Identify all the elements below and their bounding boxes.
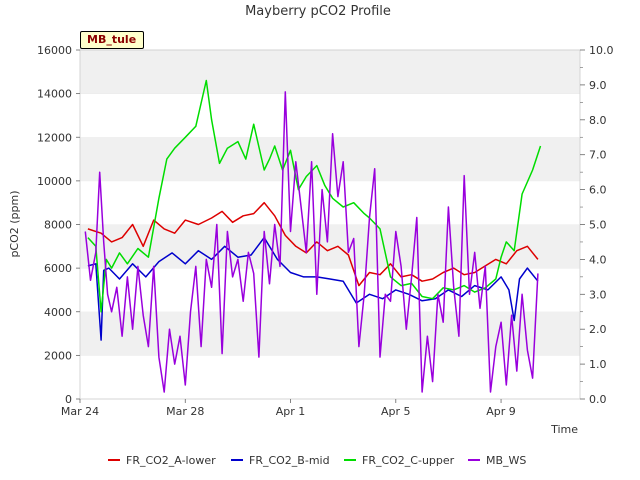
x-tick-label: Apr 5 [381, 405, 411, 418]
y2-tick-label: 8.0 [589, 114, 607, 127]
series-line-FR_CO2_B-mid [87, 236, 539, 341]
x-axis-ticks: Mar 24 Mar 28 Apr 1 Apr 5 Apr 9 [61, 399, 516, 418]
y2-tick-label: 4.0 [589, 253, 607, 266]
x-tick-label: Apr 1 [276, 405, 306, 418]
chart-title: Mayberry pCO2 Profile [245, 4, 391, 19]
x-axis-label: Time [550, 423, 578, 436]
y2-tick-label: 9.0 [589, 79, 607, 92]
y-axis-label: pCO2 (ppm) [8, 190, 21, 257]
grid-band [80, 224, 580, 269]
legend-label: FR_CO2_B-mid [249, 454, 330, 467]
x-tick-label: Mar 28 [166, 405, 204, 418]
y-tick-label: 0 [65, 393, 72, 406]
y-tick-label: 12000 [37, 131, 72, 144]
y-tick-label: 2000 [44, 349, 72, 362]
y2-tick-label: 6.0 [589, 184, 607, 197]
y-tick-label: 14000 [37, 88, 72, 101]
legend-label: FR_CO2_A-lower [126, 454, 216, 467]
x-tick-label: Apr 9 [486, 405, 516, 418]
y-tick-label: 8000 [44, 219, 72, 232]
y2-tick-label: 7.0 [589, 149, 607, 162]
y2-tick-label: 2.0 [589, 323, 607, 336]
legend: FR_CO2_A-lower FR_CO2_B-mid FR_CO2_C-upper… [108, 454, 526, 467]
series-line-MB_WS [84, 91, 539, 393]
background-bands [80, 49, 580, 399]
grid-band [80, 93, 580, 138]
site-badge: MB_tule [80, 31, 145, 49]
y-tick-label: 16000 [37, 44, 72, 57]
y-tick-label: 6000 [44, 262, 72, 275]
y2-tick-label: 10.0 [589, 44, 614, 57]
series-line-FR_CO2_A-lower [87, 201, 539, 287]
grid-band [80, 50, 580, 94]
y2-axis-ticks: 0.0 1.0 2.0 3.0 4.0 5.0 6.0 7.0 8.0 9.0 10.0 [580, 44, 614, 406]
y2-tick-label: 3.0 [589, 288, 607, 301]
y-axis-ticks: 0 2000 4000 6000 8000 10000 12000 14000 16000 [37, 44, 80, 406]
y-tick-label: 10000 [37, 175, 72, 188]
y-tick-label: 4000 [44, 306, 72, 319]
legend-label: MB_WS [486, 454, 526, 467]
grid-band [80, 311, 580, 356]
series-lines [84, 79, 542, 393]
y2-tick-label: 0.0 [589, 393, 607, 406]
x-tick-label: Mar 24 [61, 405, 99, 418]
grid-band [80, 355, 580, 399]
y2-tick-label: 1.0 [589, 358, 607, 371]
y2-tick-label: 5.0 [589, 219, 607, 232]
legend-label: FR_CO2_C-upper [362, 454, 455, 467]
